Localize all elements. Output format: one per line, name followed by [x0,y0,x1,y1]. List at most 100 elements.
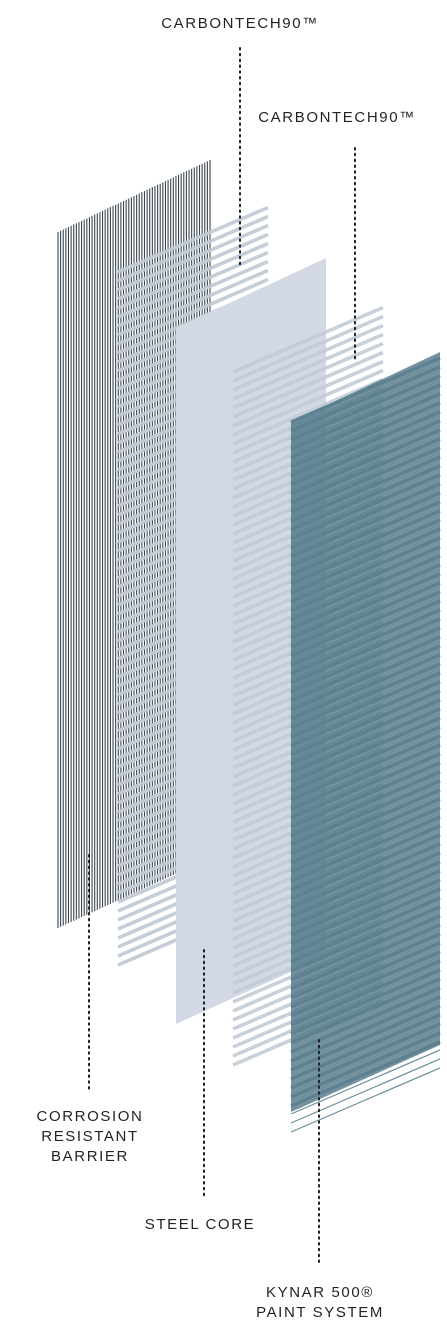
carbontech-1-stripe [117,214,269,283]
carbontech-1-stripe [117,259,269,328]
carbontech-label-2: CARBONTECH90™ [230,108,444,128]
kynar-stripe [290,968,441,1036]
kynar-stripe [290,977,441,1045]
kynar-label: KYNAR 500® PAINT SYSTEM [220,1283,420,1323]
kynar-stripe [290,905,441,973]
carbontech-label-1-text: CARBONTECH90™ [161,15,319,32]
kynar-stripe [290,392,441,460]
kynar-stripe [290,1040,441,1108]
kynar-stripe [290,410,441,478]
kynar-stripe [290,689,441,757]
kynar-thin-stripe [290,1004,441,1070]
kynar-stripe [290,671,441,739]
kynar-stripe [290,365,441,433]
carbontech-2-stripe [232,323,384,392]
leader-lines [88,47,356,1263]
kynar-stripe [290,896,441,964]
kynar-stripe [290,482,441,550]
kynar-label-line-1: KYNAR 500® [266,1284,374,1301]
steel-core-label: STEEL CORE [100,1215,300,1235]
carbontech-2-stripe [232,359,384,428]
carbontech-2-stripe [232,341,384,410]
kynar-stripe [290,824,441,892]
steel-core-label-text: STEEL CORE [144,1216,256,1233]
kynar-stripe [290,860,441,928]
carbontech-label-2-text: CARBONTECH90™ [258,109,416,126]
carbontech-label-1: CARBONTECH90™ [120,14,360,34]
kynar-stripe [290,518,441,586]
carbontech-2-stripe [232,350,384,419]
kynar-stripe [290,734,441,802]
kynar-stripe [290,959,441,1027]
kynar-stripe [290,572,441,640]
kynar-stripe [290,806,441,874]
kynar-thin-stripe [290,1067,441,1133]
kynar-stripe [290,986,441,1054]
carbontech-1-stripe [117,277,269,346]
kynar-stripe [290,698,441,766]
kynar-stripe [290,491,441,559]
kynar-stripe [290,1004,441,1072]
kynar-stripe [290,707,441,775]
kynar-stripe [290,1022,441,1090]
carbontech-2-stripe [232,332,384,401]
kynar-stripe [290,455,441,523]
carbontech-1-stripe [117,250,269,319]
kynar-stripe [290,590,441,658]
kynar-stripe [290,464,441,532]
kynar-stripe [290,887,441,955]
kynar-stripe [290,716,441,784]
kynar-stripe [290,554,441,622]
kynar-stripe [290,923,441,991]
kynar-stripe [290,626,441,694]
corrosion-barrier-label: CORROSION RESISTANT BARRIER [0,1107,180,1167]
corrosion-label-line-1: CORROSION [36,1108,144,1125]
kynar-stripe [290,662,441,730]
kynar-thin-stripe [290,995,441,1061]
kynar-stripe [290,770,441,838]
carbontech-2-stripe [232,305,384,374]
kynar-paint-layer [290,352,441,1133]
kynar-stripe [290,851,441,919]
kynar-stripe [290,383,441,451]
kynar-stripe [290,842,441,910]
kynar-stripe [290,356,441,424]
kynar-stripe [290,743,441,811]
kynar-stripe [290,941,441,1009]
kynar-stripe [290,995,441,1063]
kynar-label-line-2: PAINT SYSTEM [256,1304,384,1321]
kynar-thin-stripe [290,1031,441,1097]
carbontech-1-stripe [117,241,269,310]
kynar-stripe [290,680,441,748]
kynar-thin-stripe [290,1049,441,1115]
kynar-stripe [290,932,441,1000]
kynar-stripe [290,653,441,721]
carbontech-2-stripe [232,314,384,383]
kynar-stripe [290,833,441,901]
carbontech-1-stripe [117,232,269,301]
kynar-stripe [290,788,441,856]
carbontech-2-stripe [232,368,384,437]
kynar-stripe [290,761,441,829]
kynar-stripe [290,536,441,604]
kynar-stripe [290,644,441,712]
kynar-stripe [290,878,441,946]
kynar-stripe [290,617,441,685]
kynar-thin-stripe [290,1022,441,1088]
kynar-stripe [290,815,441,883]
kynar-stripe [290,608,441,676]
kynar-stripe [290,500,441,568]
kynar-stripe [290,527,441,595]
kynar-stripe [290,599,441,667]
kynar-stripe [290,428,441,496]
kynar-stripe [290,374,441,442]
kynar-stripe [290,1031,441,1099]
kynar-stripe [290,779,441,847]
kynar-stripe [290,950,441,1018]
kynar-stripe [290,509,441,577]
kynar-stripe [290,1013,441,1081]
kynar-stripe [290,473,441,541]
kynar-stripe [290,563,441,631]
